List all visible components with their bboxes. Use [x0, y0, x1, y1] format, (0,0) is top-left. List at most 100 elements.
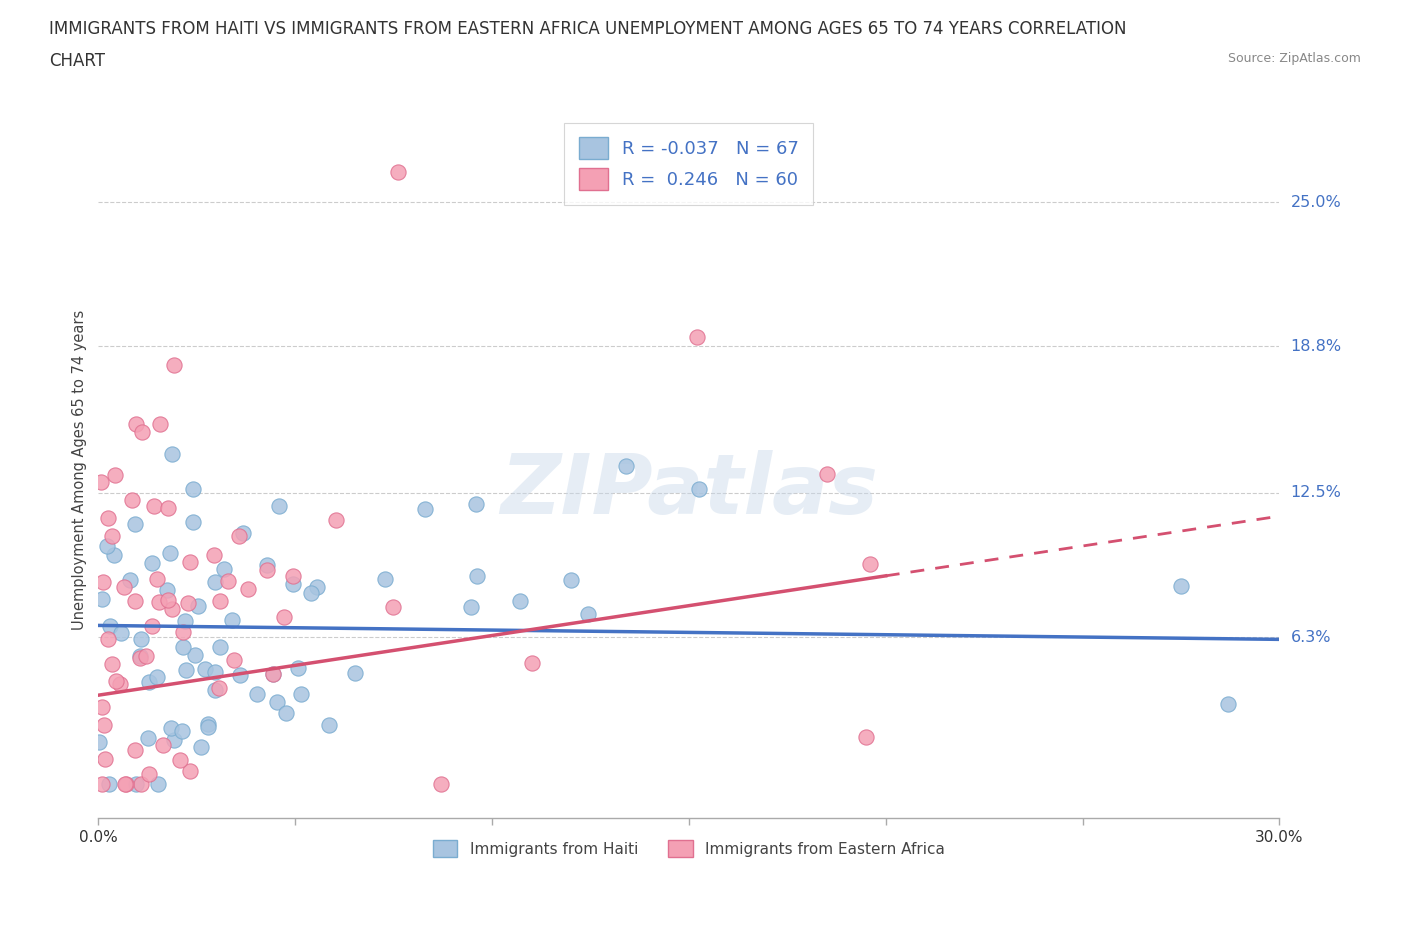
- Point: [124, 743, 146, 758]
- Point: [97, 511, 120, 525]
- Point: [204, 683, 226, 698]
- Point: [204, 574, 226, 589]
- Point: [156, 501, 179, 516]
- Point: [229, 668, 252, 683]
- Point: [129, 776, 152, 790]
- Point: [194, 662, 217, 677]
- Point: [125, 776, 148, 790]
- Point: [118, 573, 141, 588]
- Point: [108, 676, 131, 691]
- Point: [138, 766, 160, 781]
- Point: [236, 581, 259, 596]
- Point: [522, 656, 544, 671]
- Point: [160, 447, 183, 462]
- Text: IMMIGRANTS FROM HAITI VS IMMIGRANTS FROM EASTERN AFRICA UNEMPLOYMENT AMONG AGES : IMMIGRANTS FROM HAITI VS IMMIGRANTS FROM…: [49, 20, 1126, 38]
- Text: 18.8%: 18.8%: [1291, 339, 1341, 354]
- Point: [815, 467, 838, 482]
- Point: [266, 695, 288, 710]
- Point: [290, 686, 312, 701]
- Point: [156, 582, 179, 597]
- Point: [174, 662, 197, 677]
- Point: [181, 482, 204, 497]
- Point: [281, 568, 304, 583]
- Point: [614, 458, 637, 473]
- Point: [202, 548, 225, 563]
- Text: CHART: CHART: [49, 52, 105, 70]
- Point: [859, 556, 882, 571]
- Point: [146, 776, 169, 790]
- Point: [97, 631, 120, 646]
- Point: [256, 563, 278, 578]
- Point: [141, 618, 163, 633]
- Point: [142, 498, 165, 513]
- Text: ZIPatlas: ZIPatlas: [501, 450, 877, 531]
- Point: [1170, 578, 1192, 593]
- Point: [374, 571, 396, 586]
- Point: [90, 475, 112, 490]
- Point: [96, 538, 118, 553]
- Point: [87, 735, 110, 750]
- Point: [224, 653, 246, 668]
- Point: [148, 594, 170, 609]
- Point: [172, 724, 194, 738]
- Point: [430, 776, 453, 790]
- Point: [173, 613, 195, 628]
- Point: [509, 593, 531, 608]
- Point: [560, 572, 582, 587]
- Point: [112, 579, 135, 594]
- Point: [274, 706, 297, 721]
- Point: [688, 482, 710, 497]
- Point: [228, 528, 250, 543]
- Point: [149, 417, 172, 432]
- Point: [576, 607, 599, 622]
- Point: [212, 562, 235, 577]
- Point: [197, 719, 219, 734]
- Legend: Immigrants from Haiti, Immigrants from Eastern Africa: Immigrants from Haiti, Immigrants from E…: [427, 834, 950, 863]
- Point: [262, 667, 284, 682]
- Point: [145, 670, 167, 684]
- Point: [159, 546, 181, 561]
- Point: [101, 657, 124, 671]
- Point: [157, 592, 180, 607]
- Text: 6.3%: 6.3%: [1291, 630, 1331, 644]
- Point: [141, 556, 163, 571]
- Point: [138, 675, 160, 690]
- Text: Source: ZipAtlas.com: Source: ZipAtlas.com: [1227, 52, 1361, 65]
- Point: [163, 358, 186, 373]
- Point: [190, 739, 212, 754]
- Point: [184, 647, 207, 662]
- Point: [172, 640, 194, 655]
- Point: [197, 717, 219, 732]
- Point: [204, 664, 226, 679]
- Point: [1218, 698, 1240, 712]
- Point: [209, 640, 232, 655]
- Point: [269, 499, 291, 514]
- Point: [382, 600, 405, 615]
- Point: [305, 579, 328, 594]
- Point: [387, 165, 409, 179]
- Y-axis label: Unemployment Among Ages 65 to 74 years: Unemployment Among Ages 65 to 74 years: [72, 310, 87, 630]
- Point: [232, 526, 254, 541]
- Point: [217, 574, 239, 589]
- Text: 12.5%: 12.5%: [1291, 485, 1341, 500]
- Point: [93, 717, 115, 732]
- Point: [343, 666, 366, 681]
- Point: [179, 554, 201, 569]
- Point: [98, 776, 121, 790]
- Point: [91, 575, 114, 590]
- Point: [115, 776, 138, 790]
- Point: [146, 572, 169, 587]
- Point: [325, 512, 347, 527]
- Point: [135, 649, 157, 664]
- Point: [281, 577, 304, 591]
- Point: [299, 586, 322, 601]
- Point: [124, 517, 146, 532]
- Point: [262, 667, 284, 682]
- Point: [172, 624, 194, 639]
- Point: [246, 687, 269, 702]
- Point: [183, 515, 205, 530]
- Point: [110, 625, 132, 640]
- Point: [124, 594, 146, 609]
- Point: [162, 602, 184, 617]
- Point: [855, 729, 877, 744]
